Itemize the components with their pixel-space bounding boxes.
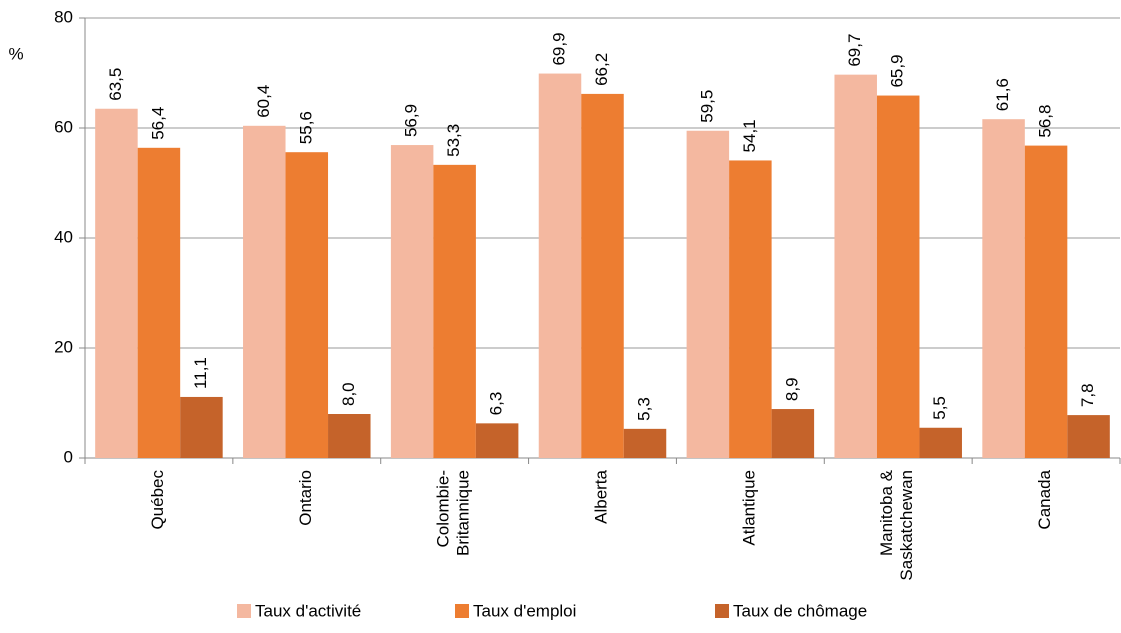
bar: [243, 125, 286, 459]
bar: [729, 160, 772, 458]
bar: [538, 73, 582, 459]
bar: [285, 152, 329, 458]
x-tick-label: Ontario: [296, 470, 315, 526]
bar: [433, 164, 476, 458]
data-label: 56,8: [1036, 105, 1055, 138]
legend-swatch: [715, 604, 729, 618]
bar: [686, 130, 730, 458]
data-label: 8,0: [339, 382, 358, 406]
x-tick-label: Manitoba &Saskatchewan: [878, 469, 917, 580]
x-tick-label: Québec: [148, 470, 167, 530]
data-label: 8,9: [782, 377, 801, 401]
data-label: 69,7: [845, 34, 864, 67]
data-label: 59,5: [697, 90, 716, 123]
data-label: 69,9: [549, 32, 568, 65]
bar: [390, 145, 434, 459]
x-tick-label: Alberta: [592, 469, 611, 523]
data-label: 5,5: [930, 396, 949, 420]
bar: [137, 147, 181, 459]
data-label: 5,3: [634, 397, 653, 421]
bar: [834, 74, 877, 459]
bar: [982, 119, 1025, 458]
bar: [328, 414, 371, 458]
bar: [771, 409, 815, 458]
bar: [623, 428, 667, 458]
legend-label: Taux d'emploi: [473, 601, 576, 620]
data-label: 54,1: [740, 119, 759, 152]
legend-swatch: [237, 604, 251, 618]
y-tick-label: 40: [54, 227, 73, 246]
legend-swatch: [455, 604, 469, 618]
data-label: 60,4: [254, 85, 273, 118]
data-label: 56,9: [402, 104, 421, 137]
data-label: 7,8: [1078, 383, 1097, 407]
bar: [180, 396, 223, 458]
legend-label: Taux de chômage: [733, 601, 867, 620]
legend-label: Taux d'activité: [255, 601, 361, 620]
y-axis-label: %: [8, 44, 23, 63]
data-label: 61,6: [993, 78, 1012, 111]
data-label: 66,2: [592, 53, 611, 86]
y-tick-label: 0: [64, 447, 73, 466]
data-label: 11,1: [191, 357, 210, 389]
y-tick-label: 60: [54, 117, 73, 136]
data-label: 53,3: [444, 124, 463, 157]
bar: [919, 427, 962, 458]
data-label: 55,6: [296, 111, 315, 144]
bar: [876, 95, 920, 459]
bar: [1067, 415, 1110, 458]
bar: [475, 423, 519, 458]
y-tick-label: 80: [54, 7, 73, 26]
x-tick-label: Canada: [1036, 469, 1055, 529]
data-label: 63,5: [106, 68, 125, 101]
bar: [95, 108, 138, 458]
data-label: 6,3: [487, 392, 506, 416]
x-tick-label: Colombie-Britannique: [434, 470, 473, 556]
y-tick-label: 20: [54, 337, 73, 356]
bar: [1024, 145, 1068, 458]
data-label: 65,9: [888, 54, 907, 87]
bar: [581, 93, 624, 459]
data-label: 56,4: [148, 107, 167, 140]
x-tick-label: Atlantique: [740, 470, 759, 546]
